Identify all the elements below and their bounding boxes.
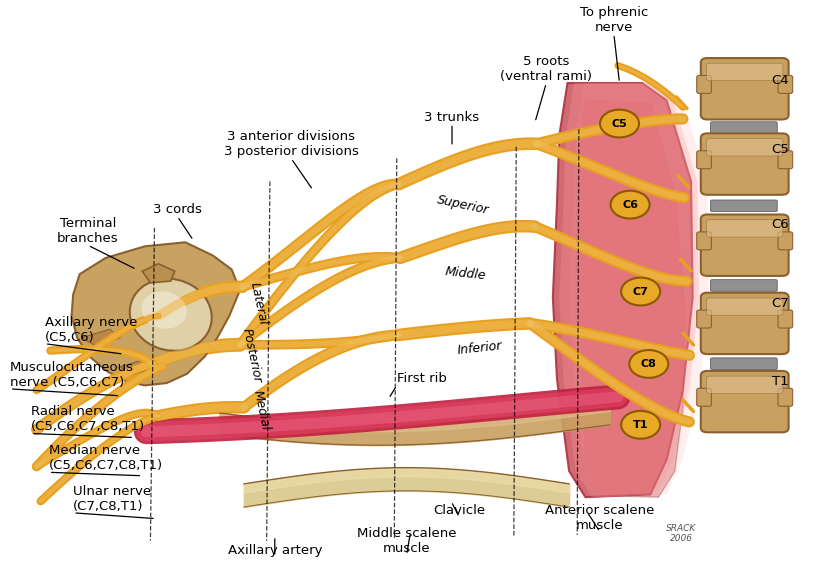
FancyBboxPatch shape bbox=[711, 279, 777, 291]
Polygon shape bbox=[72, 242, 240, 386]
Text: C4: C4 bbox=[772, 73, 789, 86]
FancyBboxPatch shape bbox=[706, 220, 783, 237]
Polygon shape bbox=[142, 264, 175, 283]
FancyBboxPatch shape bbox=[701, 58, 789, 120]
Text: C7: C7 bbox=[772, 296, 789, 309]
Text: C6: C6 bbox=[622, 200, 638, 210]
FancyBboxPatch shape bbox=[778, 76, 793, 93]
Text: Middle: Middle bbox=[444, 265, 486, 283]
Text: Terminal
branches: Terminal branches bbox=[57, 217, 119, 245]
FancyBboxPatch shape bbox=[697, 76, 711, 93]
Text: Radial nerve
(C5,C6,C7,C8,T1): Radial nerve (C5,C6,C7,C8,T1) bbox=[31, 406, 145, 433]
Polygon shape bbox=[120, 360, 153, 375]
FancyBboxPatch shape bbox=[706, 376, 783, 393]
Text: Posterior: Posterior bbox=[240, 327, 264, 384]
FancyBboxPatch shape bbox=[706, 63, 783, 80]
Polygon shape bbox=[559, 83, 699, 497]
FancyBboxPatch shape bbox=[697, 232, 711, 250]
FancyBboxPatch shape bbox=[711, 200, 777, 211]
FancyBboxPatch shape bbox=[711, 358, 777, 369]
FancyBboxPatch shape bbox=[778, 310, 793, 328]
Text: Median nerve
(C5,C6,C7,C8,T1): Median nerve (C5,C6,C7,C8,T1) bbox=[49, 444, 163, 473]
FancyBboxPatch shape bbox=[778, 232, 793, 250]
FancyBboxPatch shape bbox=[701, 293, 789, 354]
Text: 5 roots
(ventral rami): 5 roots (ventral rami) bbox=[500, 55, 593, 83]
Text: C7: C7 bbox=[633, 286, 649, 296]
FancyBboxPatch shape bbox=[697, 310, 711, 328]
Circle shape bbox=[621, 278, 660, 305]
Polygon shape bbox=[577, 100, 685, 497]
Text: C5: C5 bbox=[772, 143, 789, 156]
Text: Lateral: Lateral bbox=[248, 281, 269, 326]
FancyBboxPatch shape bbox=[697, 388, 711, 406]
Text: T1: T1 bbox=[633, 420, 649, 430]
Text: Musculocutaneous
nerve (C5,C6,C7): Musculocutaneous nerve (C5,C6,C7) bbox=[10, 361, 134, 389]
Text: First rib: First rib bbox=[397, 372, 446, 386]
FancyBboxPatch shape bbox=[711, 122, 777, 133]
Circle shape bbox=[611, 191, 650, 218]
Text: Inferior: Inferior bbox=[457, 339, 502, 357]
FancyBboxPatch shape bbox=[778, 151, 793, 168]
Circle shape bbox=[621, 411, 660, 438]
Text: Axillary nerve
(C5,C6): Axillary nerve (C5,C6) bbox=[45, 316, 137, 343]
Text: C8: C8 bbox=[641, 359, 657, 369]
Text: Middle scalene
muscle: Middle scalene muscle bbox=[357, 527, 456, 555]
Polygon shape bbox=[569, 83, 709, 497]
FancyBboxPatch shape bbox=[701, 214, 789, 276]
Text: SRACK
2006: SRACK 2006 bbox=[666, 524, 697, 544]
Ellipse shape bbox=[141, 291, 187, 329]
Text: To phrenic
nerve: To phrenic nerve bbox=[580, 6, 648, 33]
FancyBboxPatch shape bbox=[701, 133, 789, 195]
Text: Axillary artery: Axillary artery bbox=[228, 544, 322, 557]
Text: T1: T1 bbox=[772, 375, 789, 388]
FancyBboxPatch shape bbox=[701, 371, 789, 432]
Polygon shape bbox=[553, 83, 693, 497]
FancyBboxPatch shape bbox=[697, 151, 711, 168]
FancyBboxPatch shape bbox=[706, 139, 783, 156]
Text: Superior: Superior bbox=[437, 193, 490, 217]
Text: 3 anterior divisions
3 posterior divisions: 3 anterior divisions 3 posterior divisio… bbox=[224, 130, 359, 158]
Ellipse shape bbox=[130, 279, 211, 350]
Text: Clavicle: Clavicle bbox=[433, 504, 485, 518]
Text: 3 cords: 3 cords bbox=[153, 203, 202, 216]
FancyBboxPatch shape bbox=[778, 388, 793, 406]
Text: C5: C5 bbox=[611, 119, 628, 129]
FancyBboxPatch shape bbox=[706, 298, 783, 315]
Text: Anterior scalene
muscle: Anterior scalene muscle bbox=[546, 504, 654, 532]
Text: 3 trunks: 3 trunks bbox=[424, 110, 480, 123]
Circle shape bbox=[629, 350, 668, 378]
Circle shape bbox=[600, 110, 639, 137]
Polygon shape bbox=[81, 329, 120, 346]
Text: C6: C6 bbox=[772, 218, 789, 231]
Text: Medial: Medial bbox=[251, 389, 272, 431]
Text: Ulnar nerve
(C7,C8,T1): Ulnar nerve (C7,C8,T1) bbox=[73, 485, 151, 513]
